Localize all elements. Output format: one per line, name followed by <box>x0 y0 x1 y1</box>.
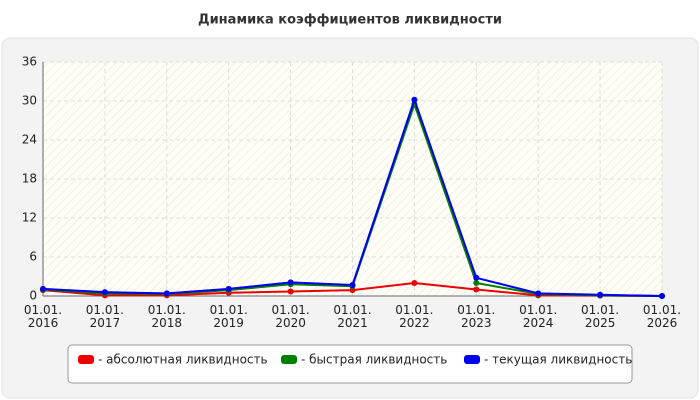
chart-title: Динамика коэффициентов ликвидности <box>198 13 502 28</box>
point <box>473 280 480 286</box>
x-tick-label: 01.01. 2017 <box>85 303 124 330</box>
point <box>473 274 480 281</box>
y-tick-label: 36 <box>22 55 37 69</box>
x-tick-label: 01.01. 2025 <box>581 303 620 330</box>
y-tick-label: 18 <box>22 172 37 186</box>
legend-swatch <box>464 355 480 364</box>
legend-label: - текущая ликвидность <box>484 353 632 367</box>
legend-label: - абсолютная ликвидность <box>98 353 268 367</box>
point <box>597 291 604 298</box>
legend-swatch <box>281 355 297 364</box>
point <box>659 293 665 299</box>
y-tick-label: 30 <box>22 94 37 108</box>
point <box>40 285 46 292</box>
x-tick-label: 01.01. 2018 <box>147 303 186 330</box>
x-tick-label: 01.01. 2021 <box>333 303 372 330</box>
point <box>101 289 108 296</box>
y-tick-label: 0 <box>29 289 37 303</box>
legend <box>67 344 633 384</box>
point <box>163 290 170 297</box>
point <box>287 279 294 286</box>
point <box>473 286 480 293</box>
point <box>287 288 294 295</box>
x-tick-label: 01.01. 2019 <box>209 303 248 330</box>
legend-swatch <box>78 355 94 364</box>
x-tick-label: 01.01. 2023 <box>457 303 496 330</box>
x-tick-label: 01.01. 2016 <box>23 303 63 330</box>
point <box>535 290 542 297</box>
x-tick-label: 01.01. 2024 <box>519 303 558 330</box>
x-tick-label: 01.01. 2026 <box>642 303 682 330</box>
point <box>411 280 418 286</box>
x-tick-label: 01.01. 2022 <box>395 303 434 330</box>
y-tick-label: 6 <box>29 250 37 264</box>
x-tick-label: 01.01. 2020 <box>271 303 310 330</box>
y-tick-label: 12 <box>22 211 37 225</box>
point <box>349 281 356 288</box>
point <box>225 285 232 292</box>
legend-label: - быстрая ликвидность <box>301 353 447 367</box>
point <box>411 96 418 103</box>
y-tick-label: 24 <box>22 133 37 147</box>
